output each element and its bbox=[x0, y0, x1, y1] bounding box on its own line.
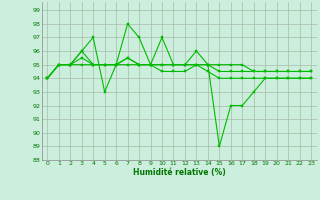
X-axis label: Humidité relative (%): Humidité relative (%) bbox=[133, 168, 226, 177]
